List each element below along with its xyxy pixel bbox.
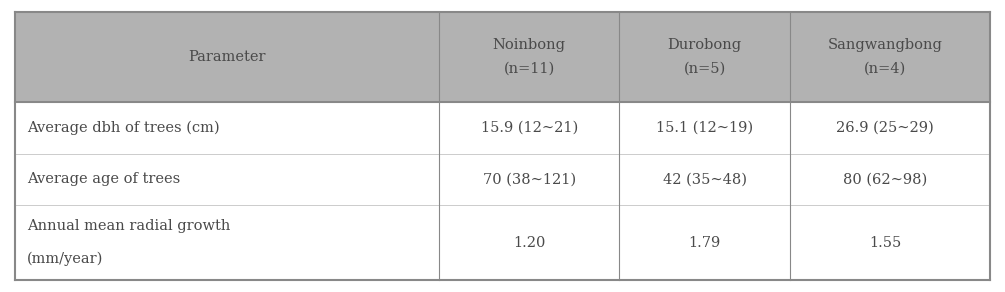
Text: Annual mean radial growth: Annual mean radial growth — [27, 219, 230, 233]
Text: 1.20: 1.20 — [514, 236, 546, 250]
Text: Sangwangbong: Sangwangbong — [828, 38, 943, 52]
Text: (n=11): (n=11) — [504, 62, 555, 76]
Text: Durobong: Durobong — [667, 38, 742, 52]
Text: Noinbong: Noinbong — [492, 38, 566, 52]
Text: 42 (35∼48): 42 (35∼48) — [662, 172, 747, 186]
Text: Average dbh of trees (cm): Average dbh of trees (cm) — [27, 121, 220, 135]
Text: 1.79: 1.79 — [688, 236, 721, 250]
Text: (mm/year): (mm/year) — [27, 252, 104, 266]
Text: 1.55: 1.55 — [869, 236, 901, 250]
Text: (n=4): (n=4) — [864, 62, 907, 76]
Text: Parameter: Parameter — [188, 50, 266, 64]
Text: 80 (62∼98): 80 (62∼98) — [843, 172, 928, 186]
Bar — [15, 102, 990, 280]
Text: 15.9 (12∼21): 15.9 (12∼21) — [480, 121, 578, 135]
Text: (n=5): (n=5) — [683, 62, 726, 76]
Text: Average age of trees: Average age of trees — [27, 172, 180, 186]
Text: 15.1 (12∼19): 15.1 (12∼19) — [656, 121, 754, 135]
Text: 70 (38∼121): 70 (38∼121) — [482, 172, 576, 186]
Text: 26.9 (25∼29): 26.9 (25∼29) — [836, 121, 934, 135]
Bar — [15, 12, 990, 102]
